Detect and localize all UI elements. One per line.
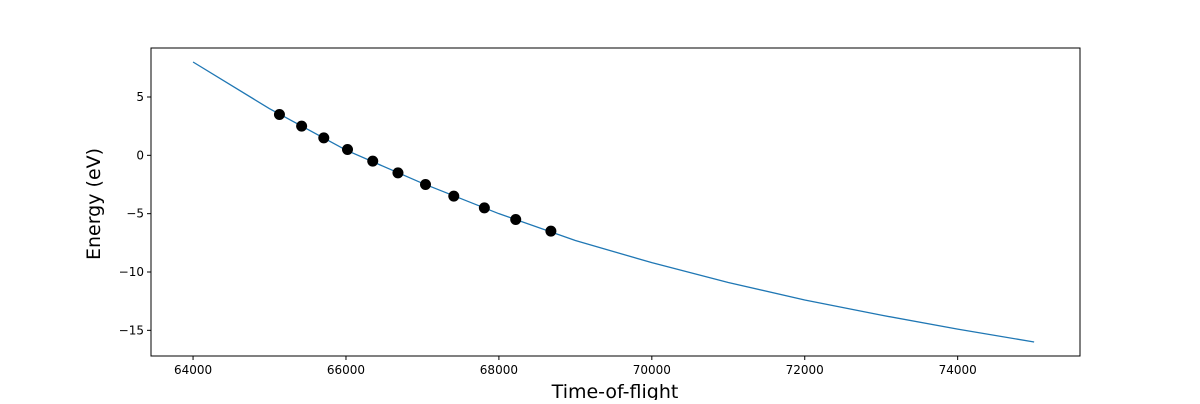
x-tick-label: 64000 [174,363,212,377]
data-point [367,155,379,167]
x-tick-label: 70000 [633,363,671,377]
plot-area: 64000 66000 68000 70000 72000 74000 5 0 −5 −10 −15 [119,47,1081,377]
data-point [296,120,308,132]
x-tick-label: 68000 [480,363,518,377]
data-point [448,190,460,202]
plot-frame [150,47,1081,357]
x-tick-label: 72000 [786,363,824,377]
x-tick-label: 74000 [939,363,977,377]
y-tick-label: −10 [119,265,144,279]
data-point [478,202,490,214]
data-point [342,144,354,155]
data-point [273,109,285,120]
y-tick-label: 5 [136,90,144,104]
data-point [545,225,557,237]
data-point [318,132,330,144]
x-axis-label: Time-of-flight [551,381,679,400]
y-tick-label: −5 [126,207,144,221]
data-point [392,167,404,179]
fit-curve-line [192,61,1035,343]
y-tick-label: −15 [119,323,144,337]
data-point [419,179,431,190]
data-point [510,214,522,225]
x-tick-label: 66000 [327,363,365,377]
y-tick-label: 0 [136,148,144,162]
y-axis-label: Energy (eV) [83,148,105,260]
